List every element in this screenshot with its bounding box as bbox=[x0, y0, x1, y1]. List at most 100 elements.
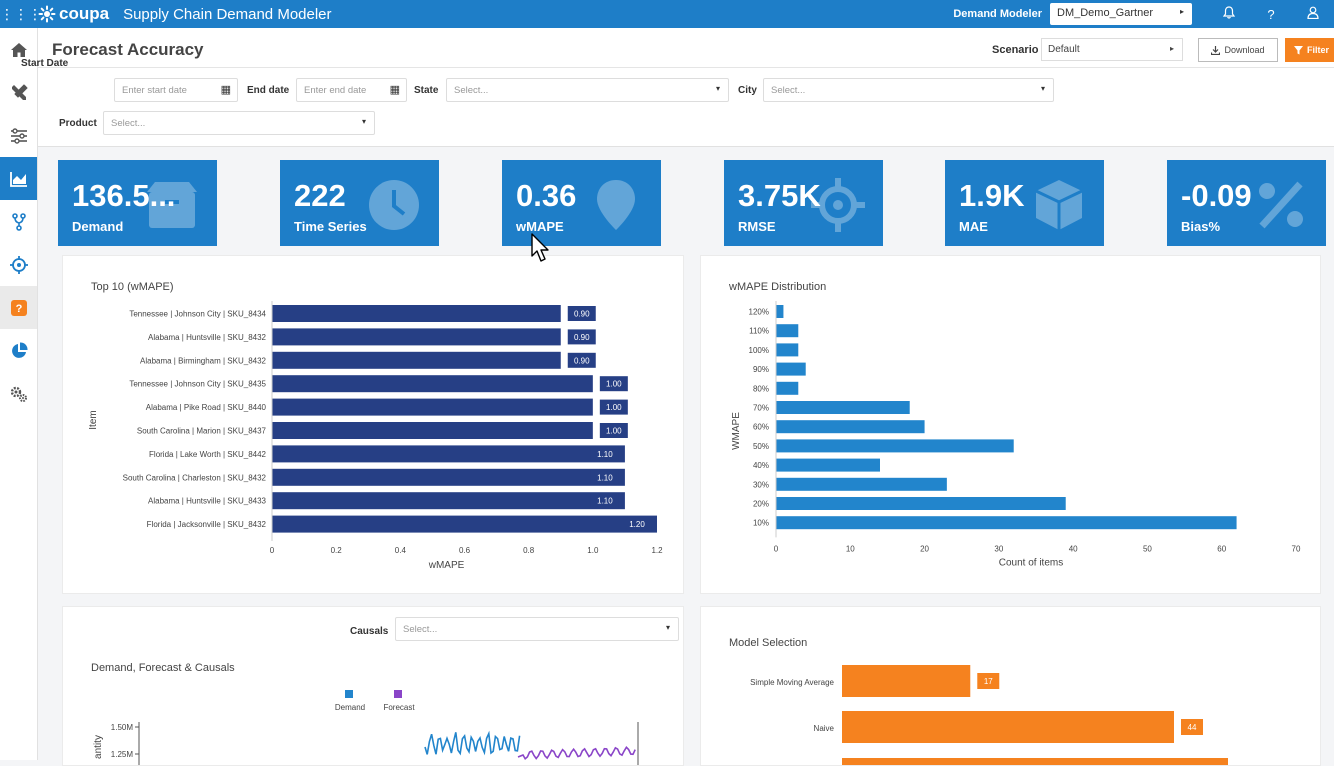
apps-grid-icon[interactable]: ⋮⋮⋮ bbox=[0, 5, 42, 22]
sidebar-item-target[interactable] bbox=[0, 243, 37, 286]
top-bar: ⋮⋮⋮ coupa Supply Chain Demand Modeler De… bbox=[0, 0, 1334, 28]
kpi-time-series[interactable]: 222 Time Series bbox=[280, 160, 439, 246]
sidebar: ? bbox=[0, 28, 38, 760]
state-select[interactable]: Select... ▾ bbox=[446, 78, 729, 102]
bar bbox=[776, 305, 784, 318]
data-label: 44 bbox=[1188, 723, 1197, 732]
kpi-label: Bias% bbox=[1181, 219, 1221, 234]
tick-label: 80% bbox=[753, 384, 769, 393]
download-button[interactable]: Download bbox=[1198, 38, 1278, 62]
kpi-value: -0.09 bbox=[1181, 178, 1252, 213]
sidebar-item-tools[interactable] bbox=[0, 71, 37, 114]
bar bbox=[776, 343, 799, 357]
kpi-label: Time Series bbox=[294, 219, 367, 234]
coupa-logo[interactable]: coupa bbox=[38, 4, 109, 24]
city-label: City bbox=[738, 85, 757, 96]
top10-title: Top 10 (wMAPE) bbox=[91, 281, 174, 293]
kpi-bias[interactable]: -0.09 Bias% bbox=[1167, 160, 1326, 246]
tick-label: 10% bbox=[753, 519, 769, 528]
data-label: 17 bbox=[984, 677, 993, 686]
kpi-label: MAE bbox=[959, 219, 988, 234]
cube-icon bbox=[1035, 180, 1083, 230]
bar bbox=[776, 516, 1237, 530]
data-label-box bbox=[590, 469, 619, 485]
sidebar-item-gears[interactable] bbox=[0, 372, 37, 415]
chart-icon bbox=[9, 171, 27, 187]
user-icon[interactable] bbox=[1292, 6, 1334, 22]
percent-icon bbox=[1259, 181, 1303, 229]
x-tick-label: 0 bbox=[270, 546, 275, 555]
tick-label: 60% bbox=[753, 423, 769, 432]
scenario-select[interactable]: Default ▸ bbox=[1041, 38, 1183, 61]
data-label-box bbox=[599, 423, 628, 438]
tick-label: Alabama | Birmingham | SKU_8432 bbox=[140, 356, 267, 365]
data-label: 1.00 bbox=[606, 380, 622, 389]
distribution-title: wMAPE Distribution bbox=[729, 281, 827, 293]
bar bbox=[272, 305, 561, 322]
x-tick-label: 10 bbox=[846, 544, 855, 553]
x-tick-label: 0.6 bbox=[459, 546, 471, 555]
top10-chart: Tennessee | Johnson City | SKU_8434 0.90 A… bbox=[88, 301, 663, 571]
caret-down-icon: ▾ bbox=[361, 117, 366, 126]
bar bbox=[776, 381, 799, 395]
data-label: 1.10 bbox=[597, 450, 613, 459]
sidebar-item-home[interactable] bbox=[0, 28, 37, 71]
sidebar-item-branch[interactable] bbox=[0, 200, 37, 243]
tick-label: 100% bbox=[749, 346, 769, 355]
bar bbox=[776, 362, 806, 376]
bar bbox=[776, 477, 947, 491]
tick-label: 110% bbox=[749, 327, 769, 336]
distribution-card: wMAPE Distribution 120% 110% 100% 90% 80% 70%… bbox=[700, 255, 1321, 594]
sidebar-item-pie[interactable] bbox=[0, 329, 37, 372]
filter-icon bbox=[1294, 45, 1303, 54]
city-select[interactable]: Select... ▾ bbox=[763, 78, 1054, 102]
bell-icon[interactable] bbox=[1208, 6, 1250, 22]
bar bbox=[776, 458, 880, 472]
tick-label: 50% bbox=[753, 442, 769, 451]
bar bbox=[272, 445, 625, 463]
bar bbox=[776, 420, 925, 434]
tick-label: 90% bbox=[753, 365, 769, 374]
x-tick-label: 1.2 bbox=[651, 546, 663, 555]
tick-label: 40% bbox=[753, 461, 769, 470]
kpi-value: 1.9K bbox=[959, 178, 1025, 213]
end-date-input[interactable]: Enter end date ▦ bbox=[296, 78, 407, 102]
bar bbox=[776, 324, 799, 338]
product-select[interactable]: Select... ▾ bbox=[103, 111, 375, 135]
kpi-label: wMAPE bbox=[516, 219, 564, 234]
kpi-rmse[interactable]: 3.75K RMSE bbox=[724, 160, 883, 246]
calendar-icon[interactable]: ▦ bbox=[389, 84, 400, 96]
kpi-label: Demand bbox=[72, 219, 124, 234]
product-placeholder: Select... bbox=[111, 118, 146, 129]
model-select[interactable]: DM_Demo_Gartner ▸ bbox=[1050, 3, 1192, 25]
tick-label: South Carolina | Marion | SKU_8437 bbox=[137, 427, 267, 436]
demand-series-line bbox=[424, 730, 521, 756]
start-date-input[interactable]: Enter start date ▦ bbox=[114, 78, 238, 102]
legend-label: Forecast bbox=[383, 703, 415, 712]
kpi-mae[interactable]: 1.9K MAE bbox=[945, 160, 1104, 246]
demand-forecast-title: Demand, Forecast & Causals bbox=[91, 662, 235, 674]
sidebar-item-forecast[interactable] bbox=[0, 157, 37, 200]
help-icon[interactable]: ? bbox=[1267, 6, 1275, 22]
tick-label: 20% bbox=[753, 500, 769, 509]
calendar-icon[interactable]: ▦ bbox=[220, 84, 231, 96]
kpi-demand[interactable]: 136.5... Demand bbox=[58, 160, 217, 246]
sidebar-item-settings[interactable] bbox=[0, 114, 37, 157]
causals-select[interactable]: Select... ▾ bbox=[395, 617, 679, 641]
end-date-placeholder: Enter end date bbox=[304, 85, 367, 96]
data-label-box bbox=[599, 399, 628, 415]
demand-forecast-chart: Demand Forecast 1.50M 1.25M antity bbox=[93, 690, 639, 765]
gears-icon bbox=[10, 386, 27, 402]
x-axis-label: wMAPE bbox=[428, 560, 465, 571]
tick-label: 30% bbox=[753, 480, 769, 489]
filter-button[interactable]: Filter bbox=[1285, 38, 1334, 62]
sidebar-item-badge[interactable]: ? bbox=[0, 286, 37, 329]
kpi-value: 136.5... bbox=[72, 178, 176, 213]
clock-icon bbox=[369, 180, 419, 230]
kpi-wmape[interactable]: 0.36 wMAPE bbox=[502, 160, 661, 246]
data-label: 1.00 bbox=[606, 427, 622, 436]
kpi-value: 222 bbox=[294, 178, 346, 213]
legend-label: Demand bbox=[335, 703, 365, 712]
bar bbox=[272, 328, 561, 346]
y-axis-label: antity bbox=[93, 735, 104, 759]
